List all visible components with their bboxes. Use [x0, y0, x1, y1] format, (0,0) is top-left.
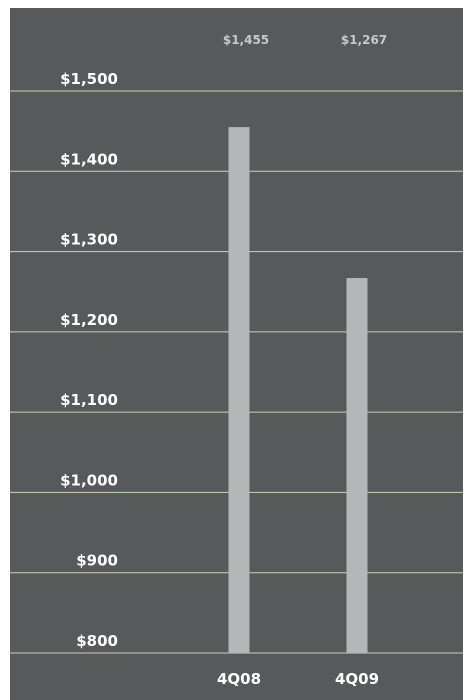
bar-chart: $800 $900 $1,000 $1,100 $1,200 $1,300 $1,400 $1…	[10, 33, 463, 688]
y-tick-label: $1,400	[60, 150, 118, 168]
x-tick-label: 4Q08	[217, 670, 261, 688]
bars	[228, 127, 368, 654]
x-tick-label: 4Q09	[335, 670, 379, 688]
y-tick-label: $900	[76, 552, 118, 570]
y-tick-label: $1,100	[60, 391, 118, 409]
y-tick-label: $800	[76, 632, 118, 650]
y-tick-label: $1,300	[60, 231, 118, 249]
y-tick-label: $1,000	[60, 471, 118, 489]
labels: $800 $900 $1,000 $1,100 $1,200 $1,300 $1,400 $1…	[60, 33, 387, 688]
chart-panel: $800 $900 $1,000 $1,100 $1,200 $1,300 $1,400 $1…	[10, 8, 463, 700]
y-tick-label: $1,500	[60, 70, 118, 88]
y-tick-label: $1,200	[60, 311, 118, 329]
data-label: $1,455	[223, 33, 269, 47]
bar	[228, 127, 250, 654]
bar	[346, 278, 368, 653]
data-label: $1,267	[341, 33, 387, 47]
